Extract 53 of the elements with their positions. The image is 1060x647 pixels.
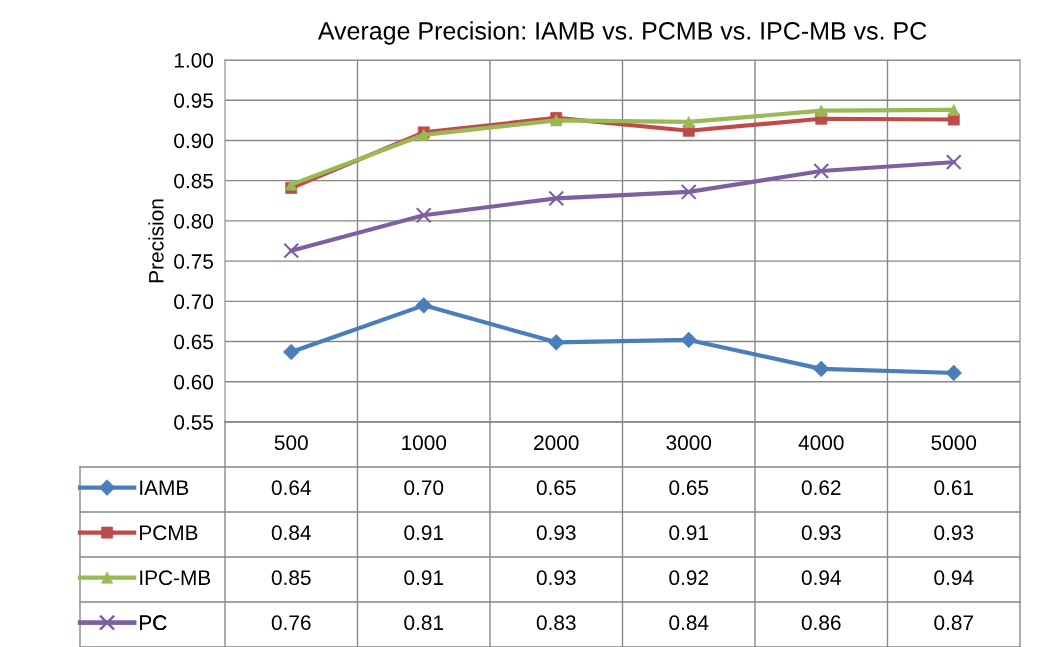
y-tick-label: 0.80 — [174, 213, 214, 229]
point — [945, 154, 962, 171]
data-label: 0.85 — [271, 570, 311, 586]
x-tick-label: 500 — [274, 435, 308, 451]
y-tick-label: 0.90 — [174, 133, 214, 149]
data-label: 0.94 — [801, 570, 841, 586]
x-tick-label: 5000 — [931, 435, 977, 451]
y-tick-label: 0.65 — [174, 334, 214, 350]
y-tick-label: 0.75 — [174, 254, 214, 269]
data-label: 0.87 — [934, 615, 973, 631]
point — [945, 364, 962, 382]
legend-label: IPC-MB — [140, 570, 211, 586]
y-tick-label: 0.60 — [174, 374, 214, 390]
y-tick-label: 0.95 — [174, 93, 214, 108]
y-tick-label: 0.70 — [174, 294, 214, 310]
y-axis-title: Precision — [148, 199, 164, 283]
legend-label: PCMB — [140, 525, 198, 541]
data-label: 0.93 — [801, 525, 841, 541]
data-label: 0.91 — [404, 525, 444, 541]
data-label: 0.76 — [271, 615, 311, 631]
data-label: 0.65 — [669, 480, 709, 496]
x-tick-label: 4000 — [798, 435, 844, 451]
y-tick-label: 0.85 — [174, 173, 214, 189]
data-label: 0.84 — [271, 525, 311, 541]
point — [548, 190, 565, 207]
y-tick-label: 0.55 — [174, 415, 214, 430]
point — [415, 207, 432, 224]
data-label: 0.65 — [536, 480, 576, 496]
data-label: 0.83 — [536, 615, 576, 631]
data-label: 0.93 — [536, 525, 576, 541]
data-label: 0.64 — [271, 480, 311, 496]
data-label: 0.92 — [669, 570, 708, 586]
data-label: 0.91 — [404, 570, 444, 586]
data-label: 0.94 — [934, 570, 974, 586]
x-tick-label: 1000 — [402, 435, 447, 451]
chart-title: Average Precision: IAMB vs. PCMB vs. IPC-MB vs. PC — [317, 21, 927, 45]
point — [680, 183, 697, 200]
x-tick-label: 2000 — [534, 435, 579, 451]
data-label: 0.93 — [536, 570, 576, 586]
data-label: 0.61 — [934, 480, 974, 496]
x-tick-label: 3000 — [666, 435, 712, 451]
data-label: 0.91 — [669, 525, 709, 541]
data-label: 0.86 — [801, 615, 841, 631]
data-label: 0.93 — [934, 525, 974, 541]
point — [283, 242, 300, 259]
legend-label: IAMB — [140, 480, 189, 495]
legend-label: PC — [140, 615, 167, 631]
y-tick-label: 1.00 — [174, 53, 214, 68]
data-label: 0.62 — [801, 480, 841, 496]
data-label: 0.70 — [404, 480, 444, 496]
data-label: 0.84 — [669, 615, 709, 631]
data-label: 0.81 — [404, 615, 444, 631]
point — [813, 163, 830, 179]
